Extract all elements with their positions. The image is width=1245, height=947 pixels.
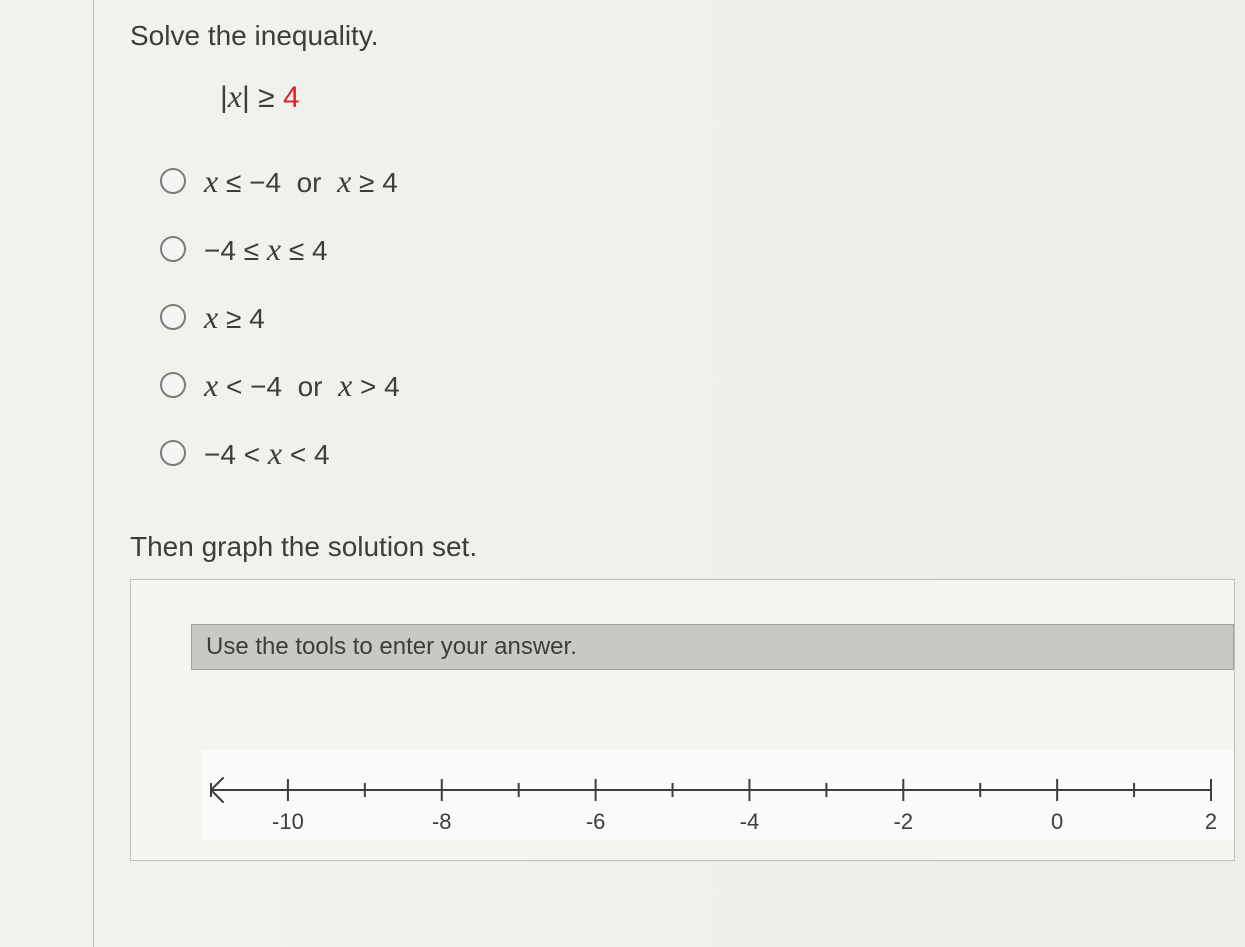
question-prompt: Solve the inequality.	[130, 20, 1245, 52]
option-label: −4 ≤ x ≤ 4	[204, 231, 328, 268]
radio-icon[interactable]	[160, 236, 186, 262]
svg-text:-6: -6	[586, 809, 606, 834]
option-label: −4 < x < 4	[204, 435, 330, 472]
numberline-container[interactable]: -10 -8 -6 -4 -2 0 2	[201, 750, 1234, 840]
variable-x: x	[228, 78, 242, 114]
numberline-svg[interactable]: -10 -8 -6 -4 -2 0 2	[201, 750, 1235, 840]
inequality-rhs: 4	[283, 81, 300, 114]
option-4[interactable]: −4 < x < 4	[160, 433, 1245, 473]
svg-text:0: 0	[1051, 809, 1063, 834]
tools-header: Use the tools to enter your answer.	[191, 624, 1234, 670]
graph-prompt: Then graph the solution set.	[130, 531, 1245, 563]
option-label: x < −4 or x > 4	[204, 367, 400, 404]
svg-text:2: 2	[1205, 809, 1217, 834]
graph-tool-panel: Use the tools to enter your answer. -10-…	[130, 579, 1235, 861]
gutter-divider-line	[93, 0, 94, 947]
content-area: Solve the inequality. |x| ≥ 4 x ≤ −4 or …	[95, 0, 1245, 947]
svg-text:-2: -2	[894, 809, 914, 834]
option-label: x ≤ −4 or x ≥ 4	[204, 163, 398, 200]
answer-options: x ≤ −4 or x ≥ 4 −4 ≤ x ≤ 4 x ≥ 4 x < −4 …	[160, 161, 1245, 473]
radio-icon[interactable]	[160, 304, 186, 330]
option-label: x ≥ 4	[204, 299, 265, 336]
svg-text:-4: -4	[740, 809, 760, 834]
radio-icon[interactable]	[160, 440, 186, 466]
inequality-expression: |x| ≥ 4	[220, 78, 1245, 115]
option-2[interactable]: x ≥ 4	[160, 297, 1245, 337]
radio-icon[interactable]	[160, 372, 186, 398]
svg-text:-8: -8	[432, 809, 452, 834]
option-0[interactable]: x ≤ −4 or x ≥ 4	[160, 161, 1245, 201]
option-3[interactable]: x < −4 or x > 4	[160, 365, 1245, 405]
option-1[interactable]: −4 ≤ x ≤ 4	[160, 229, 1245, 269]
radio-icon[interactable]	[160, 168, 186, 194]
page-root: Solve the inequality. |x| ≥ 4 x ≤ −4 or …	[0, 0, 1245, 947]
left-gutter	[0, 0, 95, 947]
inequality-operator: ≥	[258, 81, 274, 114]
svg-text:-10: -10	[272, 809, 304, 834]
inequality-lhs: |x|	[220, 81, 250, 114]
